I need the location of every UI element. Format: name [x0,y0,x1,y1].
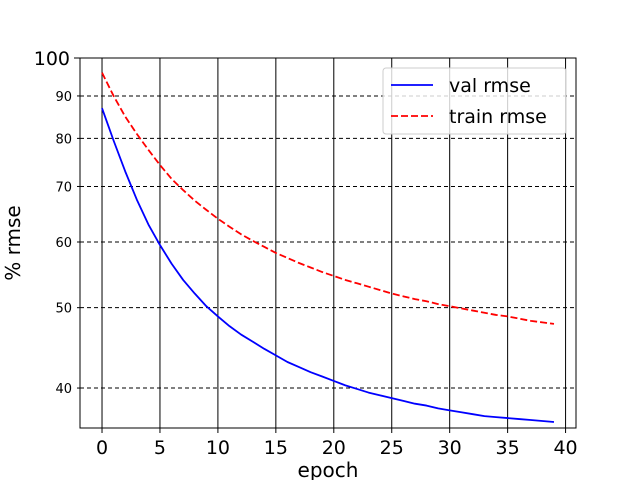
series-layer [101,72,555,423]
y-minor-tick-label: 40 [55,382,72,397]
x-axis: 0 5 10 15 20 25 30 35 40 [96,428,578,459]
y-axis: 40 50 60 70 80 90 100 [34,48,80,397]
x-axis-label: epoch [298,458,359,480]
x-tick-label: 0 [96,437,108,459]
x-tick-label: 25 [380,437,404,459]
x-tick-label: 10 [206,437,230,459]
y-minor-tick-label: 80 [55,132,72,147]
legend-label-train-rmse: train rmse [449,106,547,128]
x-tick-label: 40 [553,437,577,459]
x-tick-label: 30 [438,437,462,459]
x-tick-label: 5 [154,437,166,459]
x-tick-label: 20 [322,437,346,459]
x-tick-label: 15 [264,437,288,459]
y-minor-tick-label: 90 [55,90,72,105]
y-major-tick-label: 100 [34,48,70,70]
x-tick-label: 35 [496,437,520,459]
legend: val rmse train rmse [382,67,567,135]
plot-frame [79,57,577,429]
y-minor-tick-label: 50 [55,302,72,317]
series-line-val-rmse [101,107,555,423]
y-minor-tick-label: 60 [55,236,72,251]
y-axis-label: % rmse [1,205,25,280]
y-minor-tick-label: 70 [55,180,72,195]
series-line-train-rmse [101,72,555,325]
legend-label-val-rmse: val rmse [449,75,531,97]
